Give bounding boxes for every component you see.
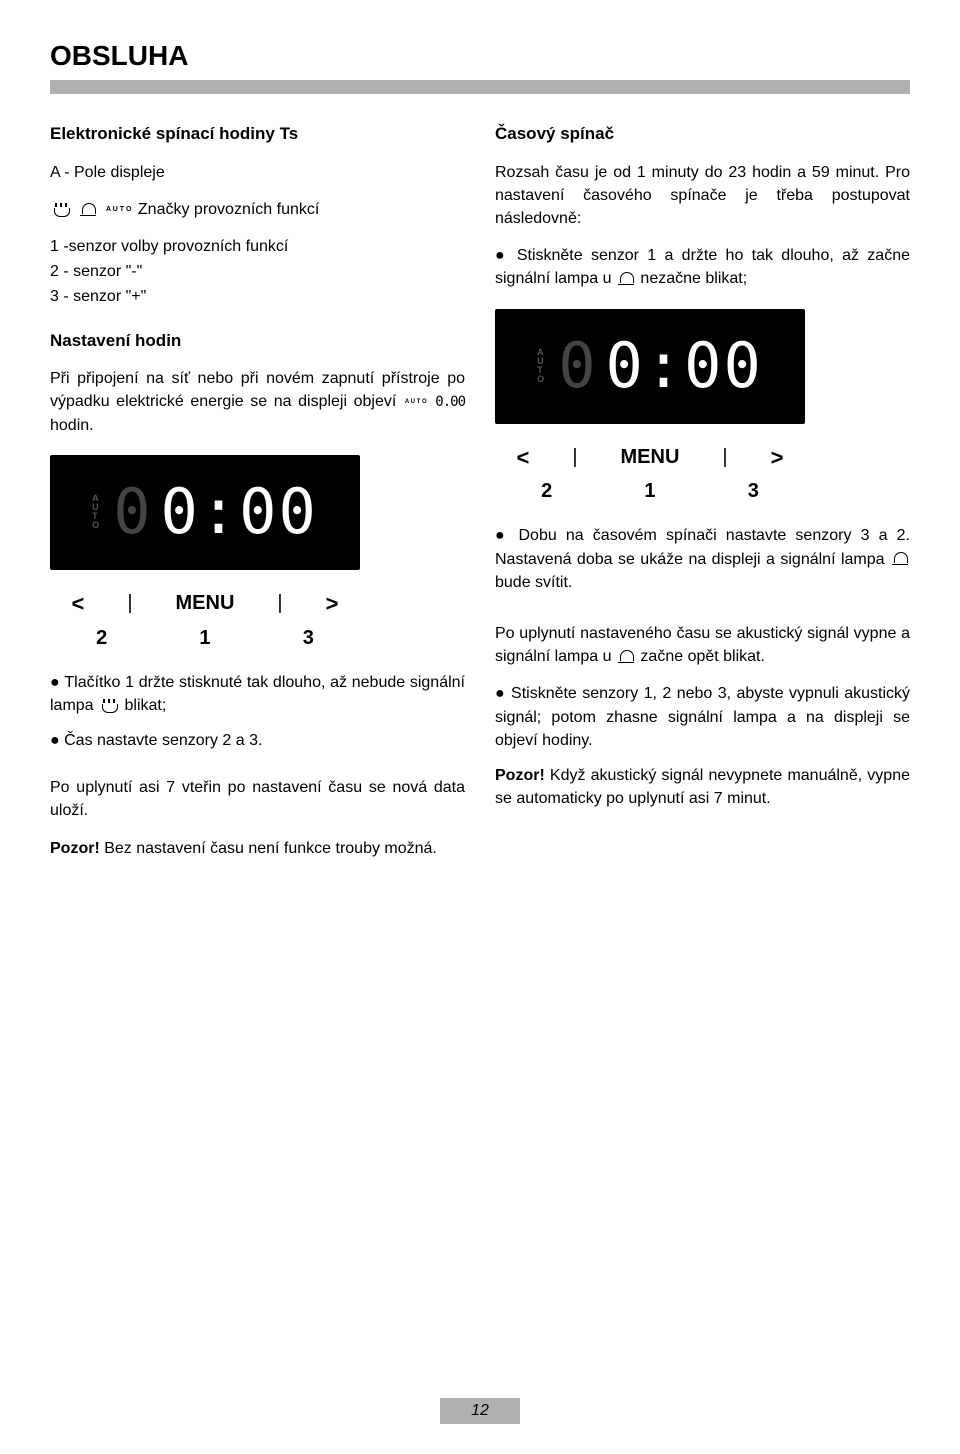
- num: 2: [541, 477, 552, 506]
- menu-label: MENU: [621, 443, 680, 472]
- auto-letter: T: [120, 206, 124, 213]
- text: bude svítit.: [495, 574, 572, 591]
- menu-row-left: < | MENU | >: [50, 588, 360, 620]
- chevron-right-icon: >: [326, 588, 339, 620]
- auto-icon: A U T O: [106, 206, 131, 213]
- right-para-1: Rozsah času je od 1 minuty do 23 hodin a…: [495, 161, 910, 231]
- display-auto-label: A U T O: [537, 348, 544, 384]
- num: 1: [644, 477, 655, 506]
- auto-letter: O: [126, 206, 131, 213]
- pozor-label: Pozor!: [50, 840, 100, 857]
- num: 1: [199, 624, 210, 653]
- page-title: OBSLUHA: [50, 40, 910, 72]
- right-pozor: Pozor! Když akustický signál nevypnete m…: [495, 764, 910, 810]
- num: 3: [748, 477, 759, 506]
- menu-label: MENU: [176, 589, 235, 618]
- left-heading-2: Nastavení hodin: [50, 329, 465, 354]
- bell-icon-inline: [892, 551, 908, 567]
- menu-row-right: < | MENU | >: [495, 442, 805, 474]
- left-column: Elektronické spínací hodiny Ts A - Pole …: [50, 122, 465, 874]
- text: Bez nastavení času není funkce trouby mo…: [104, 840, 437, 857]
- auto-letter: U: [113, 206, 118, 213]
- auto-letter: O: [537, 375, 544, 384]
- icon-legend-row: A U T O Značky provozních funkcí: [50, 198, 465, 221]
- content-columns: Elektronické spínací hodiny Ts A - Pole …: [50, 122, 910, 874]
- right-heading-1: Časový spínač: [495, 122, 910, 147]
- pot-icon: [52, 203, 70, 217]
- auto-letter: A: [405, 399, 409, 405]
- text: hodin.: [50, 417, 94, 434]
- left-para-2: Po uplynutí asi 7 vteřin po nastavení ča…: [50, 776, 465, 822]
- right-column: Časový spínač Rozsah času je od 1 minuty…: [495, 122, 910, 874]
- separator: |: [277, 589, 282, 618]
- right-para-2: Po uplynutí nastaveného času se akustick…: [495, 622, 910, 668]
- left-bullet-1: ● Tlačítko 1 držte stisknuté tak dlouho,…: [50, 671, 465, 717]
- auto-letter: O: [92, 521, 99, 530]
- right-bullet-2: ● Dobu na časovém spínači nastavte senzo…: [495, 524, 910, 594]
- text: začne opět blikat.: [640, 648, 765, 665]
- auto-letter: U: [411, 399, 415, 405]
- legend-2: 2 - senzor "-": [50, 260, 465, 283]
- display-digits: 0:00: [161, 481, 318, 543]
- text: ● Dobu na časovém spínači nastavte senzo…: [495, 527, 910, 567]
- auto-letter: T: [417, 399, 421, 405]
- auto-letter: A: [106, 206, 111, 213]
- icon-legend-text: Značky provozních funkcí: [138, 201, 319, 218]
- display-ghost-digit: 0: [558, 335, 595, 397]
- pozor-label: Pozor!: [495, 767, 545, 784]
- num: 2: [96, 624, 107, 653]
- digits-text: 0:00: [606, 329, 763, 402]
- title-underline: [50, 80, 910, 94]
- bell-icon: [80, 202, 96, 218]
- menu-numbers-right: 2 1 3: [495, 477, 805, 506]
- lcd-display-left: A U T O 0 0:00: [50, 455, 360, 570]
- chevron-left-icon: <: [71, 588, 84, 620]
- display-auto-label: A U T O: [92, 494, 99, 530]
- text: blikat;: [124, 697, 166, 714]
- text: Při připojení na síť nebo při novém zapn…: [50, 370, 465, 410]
- auto-icon-inline: A U T O: [405, 399, 427, 405]
- right-bullet-3: ● Stiskněte senzory 1, 2 nebo 3, abyste …: [495, 682, 910, 752]
- text: Když akustický signál nevypnete manuálně…: [495, 767, 910, 807]
- menu-numbers-left: 2 1 3: [50, 624, 360, 653]
- auto-letter: O: [422, 399, 427, 405]
- lcd-display-right: A U T O 0 0:00: [495, 309, 805, 424]
- display-digits: 0:00: [606, 335, 763, 397]
- pot-icon-inline: [100, 699, 118, 713]
- inline-digits: 0.00: [435, 392, 465, 412]
- chevron-right-icon: >: [771, 442, 784, 474]
- separator: |: [722, 443, 727, 472]
- left-para-1: Při připojení na síť nebo při novém zapn…: [50, 367, 465, 437]
- legend-1: 1 -senzor volby provozních funkcí: [50, 235, 465, 258]
- separator: |: [127, 589, 132, 618]
- separator: |: [572, 443, 577, 472]
- legend-3: 3 - senzor "+": [50, 285, 465, 308]
- left-heading-1: Elektronické spínací hodiny Ts: [50, 122, 465, 147]
- left-bullet-2: ● Čas nastavte senzory 2 a 3.: [50, 729, 465, 752]
- num: 3: [303, 624, 314, 653]
- bell-icon-inline: [618, 271, 634, 287]
- display-ghost-digit: 0: [113, 481, 150, 543]
- sensor-legend: 1 -senzor volby provozních funkcí 2 - se…: [50, 235, 465, 309]
- chevron-left-icon: <: [516, 442, 529, 474]
- right-bullet-1: ● Stiskněte senzor 1 a držte ho tak dlou…: [495, 244, 910, 290]
- legend-a: A - Pole displeje: [50, 161, 465, 184]
- text: nezačne blikat;: [640, 270, 747, 287]
- left-pozor: Pozor! Bez nastavení času není funkce tr…: [50, 837, 465, 860]
- bell-icon-inline: [618, 649, 634, 665]
- page-number: 12: [440, 1398, 520, 1424]
- digits-text: 0:00: [161, 475, 318, 548]
